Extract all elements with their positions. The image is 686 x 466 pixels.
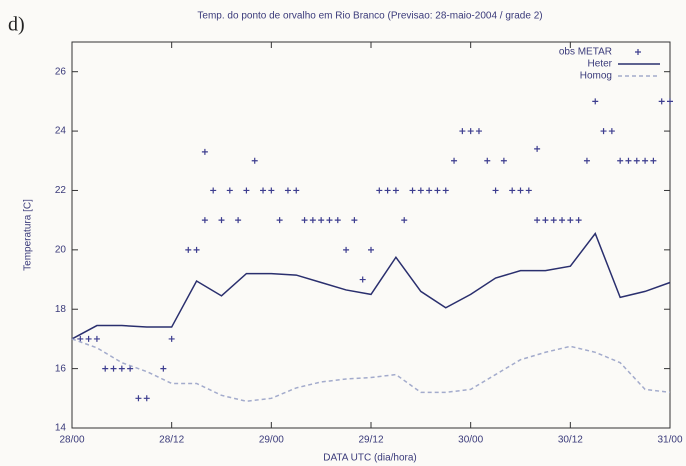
y-tick-label: 26 [55,66,67,77]
obs-point [226,187,233,194]
obs-point [592,98,599,105]
obs-point [77,335,84,342]
obs-point [243,187,250,194]
obs-point [93,335,100,342]
obs-point [667,98,673,105]
obs-point [392,187,399,194]
obs-point [284,187,291,194]
x-tick-label: 30/12 [558,435,583,446]
obs-point [608,128,615,135]
plot-frame [71,41,671,429]
chart-title: Temp. do ponto de orvalho em Rio Branco … [197,11,542,22]
obs-point [318,217,325,224]
obs-point [293,187,300,194]
obs-point [235,217,242,224]
obs-point [301,217,308,224]
panel-label: d) [8,14,25,36]
obs-point [251,157,258,164]
obs-point [567,217,574,224]
obs-point [658,98,665,105]
obs-point [334,217,341,224]
obs-point [442,187,449,194]
obs-point [525,187,532,194]
obs-point [542,217,549,224]
obs-point [583,157,590,164]
y-tick-label: 20 [55,244,67,255]
obs-point [625,157,632,164]
obs-point [642,157,649,164]
x-tick-label: 28/00 [59,435,84,446]
obs-point [168,335,175,342]
obs-point [517,187,524,194]
x-tick-label: 29/12 [358,435,383,446]
obs-point [143,395,150,402]
x-tick-label: 30/00 [458,435,483,446]
legend-label: Heter [588,59,613,70]
obs-point [268,187,275,194]
obs-point [575,217,582,224]
obs-point [201,217,208,224]
obs-point [260,187,267,194]
obs-point [467,128,474,135]
obs-point [492,187,499,194]
obs-point [633,157,640,164]
obs-point [376,187,383,194]
obs-point [201,148,208,155]
obs-point [218,217,225,224]
x-tick-label: 31/00 [657,435,682,446]
legend-label: Homog [580,71,612,82]
obs-point [160,365,167,372]
obs-point [534,145,541,152]
obs-point [185,246,192,253]
obs-point [600,128,607,135]
y-tick-label: 24 [55,126,67,137]
obs-point [550,217,557,224]
series-line [71,231,671,340]
y-tick-label: 14 [55,423,67,434]
obs-point [384,187,391,194]
obs-point [484,157,491,164]
obs-point [409,187,416,194]
obs-point [343,246,350,253]
obs-point [210,187,217,194]
x-tick-label: 29/00 [259,435,284,446]
obs-point [193,246,200,253]
x-tick-label: 28/12 [159,435,184,446]
obs-point [368,246,374,253]
obs-point [309,217,316,224]
legend-marker [635,49,641,55]
obs-point [102,365,109,372]
obs-point [85,335,92,342]
x-axis-label: DATA UTC (dia/hora) [323,453,417,464]
legend-label: obs METAR [559,47,612,58]
obs-point [127,365,134,372]
obs-point [650,157,657,164]
obs-point [351,217,358,224]
series-line [71,338,671,403]
obs-point [135,395,142,402]
obs-point [434,187,441,194]
obs-point [359,276,366,283]
y-tick-label: 22 [55,185,67,196]
obs-point [617,157,624,164]
y-tick-label: 16 [55,363,67,374]
y-tick-label: 18 [55,304,67,315]
obs-point [451,157,458,164]
obs-point [276,217,283,224]
obs-point [326,217,333,224]
obs-point [426,187,433,194]
obs-point [475,128,482,135]
obs-point [459,128,466,135]
obs-point [417,187,424,194]
obs-point [500,157,507,164]
obs-point [509,187,516,194]
obs-point [534,217,541,224]
obs-point [401,217,408,224]
obs-point [118,365,125,372]
obs-point [559,217,566,224]
obs-point [110,365,117,372]
y-axis-label: Temperatura [C] [23,199,34,271]
